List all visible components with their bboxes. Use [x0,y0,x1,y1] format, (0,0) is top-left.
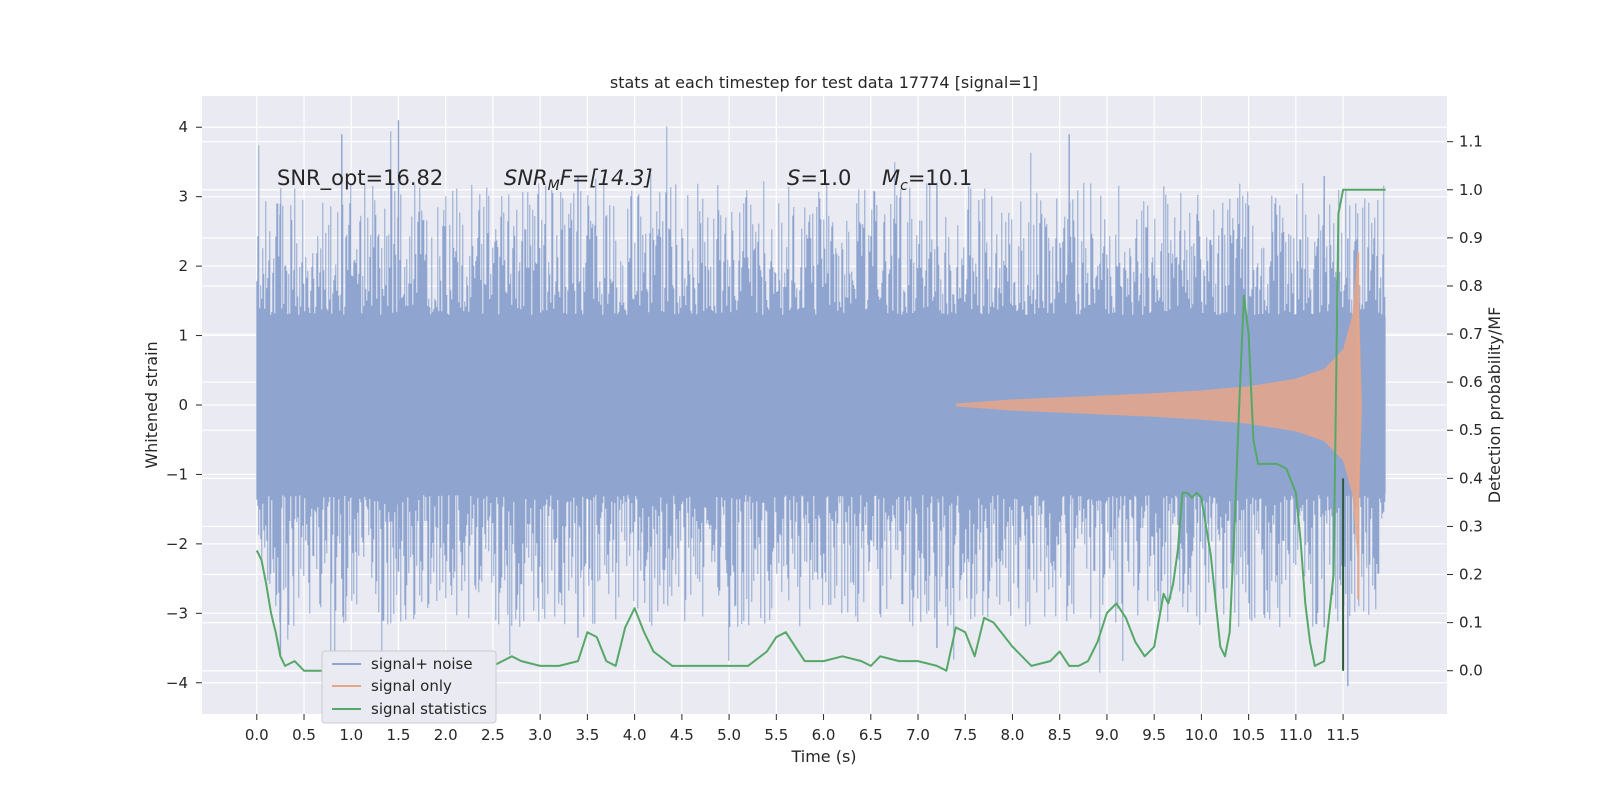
x-tick-label: 0.0 [245,726,269,744]
x-axis-label: Time (s) [790,747,856,766]
x-tick-label: 7.0 [906,726,930,744]
y2-tick-label: 0.6 [1459,373,1483,391]
x-tick-label: 5.0 [717,726,741,744]
y-tick-label: 2 [178,257,188,275]
annotation-snr-opt: SNR_opt=16.82 [277,166,443,191]
annotation-s: S=1.0 [787,166,851,190]
legend-label-signal-statistics: signal statistics [371,700,487,718]
y2-tick-label: 0.3 [1459,517,1483,535]
y2-tick-label: 0.0 [1459,662,1483,680]
x-tick-label: 9.0 [1095,726,1119,744]
y2-tick-label: 0.9 [1459,229,1483,247]
x-tick-label: 1.0 [339,726,363,744]
x-tick-label: 3.5 [575,726,599,744]
y-tick-label: −1 [166,465,188,483]
legend-label-signal-noise: signal+ noise [371,655,473,673]
series-signal-only [955,252,1362,600]
signal-envelope [955,252,1362,558]
y2-tick-label: 1.0 [1459,181,1483,199]
y-tick-label: −2 [166,535,188,553]
y-tick-label: 3 [178,188,188,206]
x-tick-label: 4.0 [623,726,647,744]
x-tick-label: 4.5 [670,726,694,744]
y-tick-label: 4 [178,118,188,136]
y2-tick-label: 0.2 [1459,566,1483,584]
x-tick-label: 3.0 [528,726,552,744]
x-tick-label: 8.0 [1001,726,1025,744]
x-tick-label: 8.5 [1048,726,1072,744]
annotation-snr-mf: SNRMF=[14.3] [504,166,653,194]
y2-tick-label: 0.1 [1459,614,1483,632]
y2-axis-label: Detection probability/MF [1485,307,1504,504]
chart-title: stats at each timestep for test data 177… [610,73,1038,92]
axes: 0.0 0.5 1.0 1.5 2.0 2.5 3.0 3.5 4.0 4.5 5.0 5.5 6.0 6… [166,118,1483,744]
y2-tick-label: 1.1 [1459,133,1483,151]
x-tick-label: 7.5 [953,726,977,744]
x-tick-label: 6.0 [812,726,836,744]
y2-tick-label: 0.7 [1459,325,1483,343]
x-tick-label: 0.5 [292,726,316,744]
y-axis-label: Whitened strain [142,341,161,468]
x-tick-label: 9.5 [1142,726,1166,744]
x-tick-label: 6.5 [859,726,883,744]
y-tick-label: 0 [178,396,188,414]
x-tick-label: 1.5 [387,726,411,744]
x-tick-label: 10.5 [1232,726,1265,744]
x-tick-label: 11.0 [1279,726,1312,744]
y-tick-label: −4 [166,674,188,692]
x-tick-label: 5.5 [764,726,788,744]
x-tick-label: 11.5 [1326,726,1359,744]
legend-label-signal-only: signal only [371,677,452,695]
annotation-mc: Mc=10.1 [882,166,972,194]
legend-box [321,650,497,724]
y2-tick-label: 0.4 [1459,469,1483,487]
y2-tick-label: 0.5 [1459,421,1483,439]
x-tick-label: 2.5 [481,726,505,744]
legend: signal+ noise signal only signal statist… [321,650,497,724]
x-tick-label: 10.0 [1185,726,1218,744]
y-tick-label: −3 [166,604,188,622]
y-tick-label: 1 [178,327,188,345]
x-tick-label: 2.0 [434,726,458,744]
y2-tick-label: 0.8 [1459,277,1483,295]
